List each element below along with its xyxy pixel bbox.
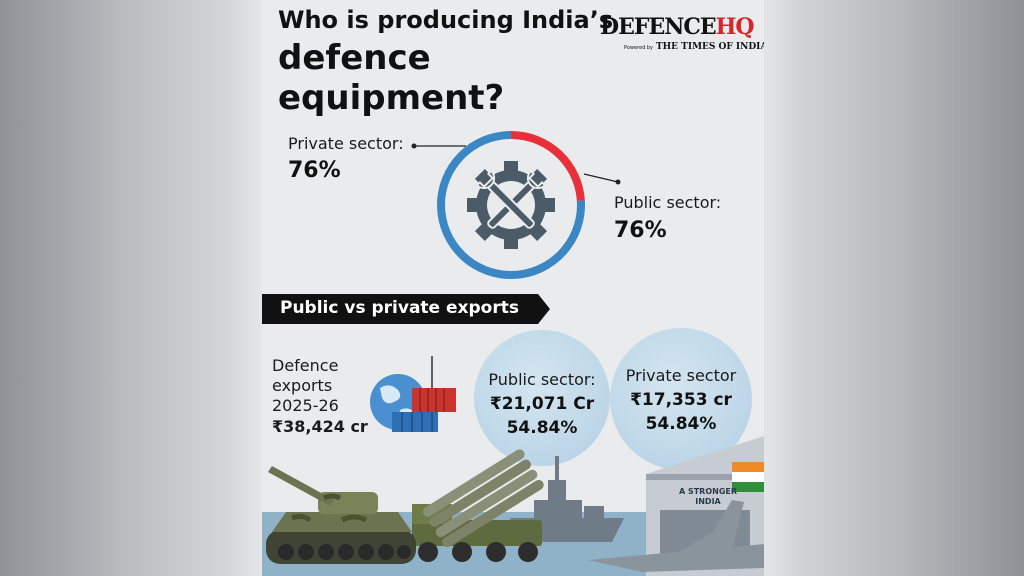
title-line-1: Who is producing India’s xyxy=(278,6,614,34)
public-bubble-amount: ₹21,071 Cr xyxy=(489,394,595,414)
defence-exports-label: Defence exports 2025-26 xyxy=(272,356,339,415)
public-sector-value: 76% xyxy=(614,218,667,243)
private-exports-bubble xyxy=(610,328,752,470)
logo-powered-by: Powered by xyxy=(624,45,653,51)
title-line-2: defence xyxy=(278,38,431,78)
logo-subline: Powered by THE TIMES OF INDIA xyxy=(624,42,764,52)
private-sector-value: 76% xyxy=(288,158,341,183)
sector-donut-chart xyxy=(437,131,585,279)
exports-banner xyxy=(262,294,550,324)
infographic-card: Who is producing India’s defence equipme… xyxy=(262,0,764,576)
public-leader-line xyxy=(583,173,619,183)
public-exports-bubble xyxy=(474,330,610,466)
public-bubble-share: 54.84% xyxy=(506,418,578,438)
defence-exports-total: ₹38,424 cr xyxy=(272,417,368,436)
building-sign-line-1: A STRONGER xyxy=(679,487,737,496)
private-bubble-amount: ₹17,353 cr xyxy=(630,390,732,410)
battle-tank xyxy=(266,466,416,564)
exports-banner-title: Public vs private exports xyxy=(280,298,519,318)
public-bubble-label: Public sector: xyxy=(488,370,596,389)
logo-text-a: DEFENCE xyxy=(600,14,717,40)
logo-toi: THE TIMES OF INDIA xyxy=(655,42,764,52)
title-line-3: equipment? xyxy=(278,78,505,118)
public-sector-label: Public sector: xyxy=(614,193,722,212)
building-sign-line-2: INDIA xyxy=(695,497,721,506)
private-leader-dot xyxy=(411,143,417,149)
private-bubble-label: Private sector xyxy=(625,366,737,385)
defencehq-logo: DEFENCEHQ xyxy=(600,14,755,40)
gear-wrench-icon xyxy=(467,161,555,249)
public-leader-dot xyxy=(615,179,621,185)
logo-text-b: HQ xyxy=(715,14,755,40)
private-sector-label: Private sector: xyxy=(288,134,404,153)
private-bubble-share: 54.84% xyxy=(645,414,717,434)
leader-lines xyxy=(411,143,621,185)
globe-containers-icon xyxy=(370,356,456,432)
military-equipment-scene: A STRONGER INDIA xyxy=(262,436,764,576)
fighter-jet xyxy=(588,500,764,572)
missile-launcher xyxy=(412,449,544,562)
